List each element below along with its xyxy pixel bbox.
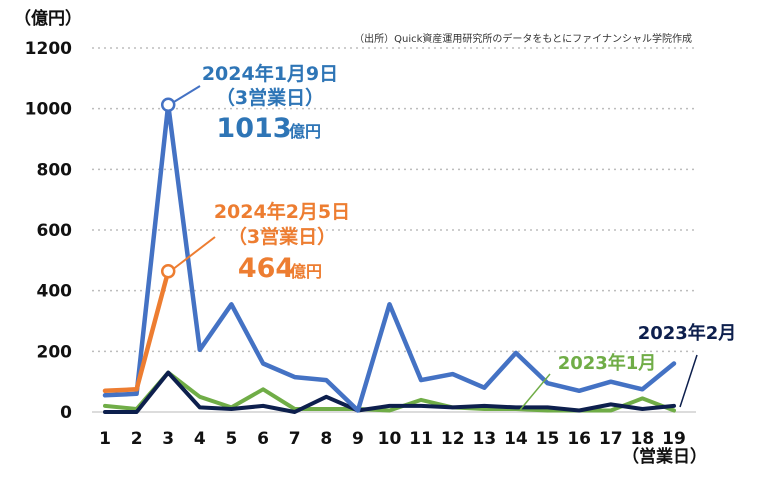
jan2024-unit-label: 億円 [289,122,321,141]
annotations: 2024年1月9日 （3営業日） 1013 億円 2024年2月5日 （3営業日… [160,62,737,411]
x-tick-label-6: 6 [257,429,269,449]
x-tick-label-13: 13 [472,429,496,449]
feb2024-date-label: 2024年2月5日 [214,200,350,223]
y-tick-label-200: 200 [37,342,73,362]
jan2023-leader-line [519,373,551,411]
jan2024-value-label: 1013 [216,113,291,144]
feb2024-peak-marker [160,264,176,279]
x-tick-label-7: 7 [289,429,301,449]
jan2024-days-label: （3営業日） [216,86,324,109]
feb2024-days-label: （3営業日） [228,225,336,248]
y-tick-label-0: 0 [60,403,72,423]
y-tick-label-800: 800 [37,160,73,180]
y-tick-label-1200: 1200 [25,39,72,59]
y-axis: 0 200 400 600 800 1000 1200 [25,39,72,423]
x-tick-label-16: 16 [567,429,591,449]
series-lines [102,102,677,414]
x-tick-label-19: 19 [662,429,686,449]
feb2023-leader-line [679,354,698,408]
y-tick-label-1000: 1000 [25,100,72,120]
series-line-feb2024 [102,269,171,394]
x-tick-label-3: 3 [162,429,174,449]
y-axis-unit-label: （億円） [14,8,82,29]
source-note: （出所）Quick資産運用研究所のデータをもとにファイナンシャル学院作成 [354,32,692,45]
jan2024-date-label: 2024年1月9日 [202,62,338,85]
y-tick-label-600: 600 [37,221,73,241]
x-axis: 1 2 3 4 5 6 7 8 9 10 11 12 13 14 15 16 17 18 19 [99,429,686,449]
x-tick-label-1: 1 [99,429,111,449]
x-axis-unit-label: （営業日） [622,446,707,467]
series-line-jan2024 [102,102,677,413]
x-tick-label-4: 4 [194,429,206,449]
x-tick-label-2: 2 [131,429,143,449]
feb2024-value-label: 464 [238,253,294,284]
jan2024-leader-line [173,85,201,103]
feb2023-series-label: 2023年2月 [638,322,737,344]
x-tick-label-5: 5 [226,429,238,449]
x-tick-label-15: 15 [536,429,560,449]
x-tick-label-9: 9 [352,429,364,449]
jan2023-series-label: 2023年1月 [558,352,657,374]
x-tick-label-12: 12 [441,429,465,449]
x-tick-label-18: 18 [631,429,655,449]
y-tick-label-400: 400 [37,282,73,302]
feb2024-unit-label: 億円 [290,262,322,281]
x-tick-label-8: 8 [320,429,332,449]
feb2024-leader-line [173,236,216,270]
x-tick-label-14: 14 [504,429,528,449]
x-tick-label-11: 11 [409,429,433,449]
jan2024-peak-marker [160,97,176,112]
series-line-feb2023 [103,370,676,414]
x-tick-label-10: 10 [378,429,402,449]
x-tick-label-17: 17 [599,429,623,449]
